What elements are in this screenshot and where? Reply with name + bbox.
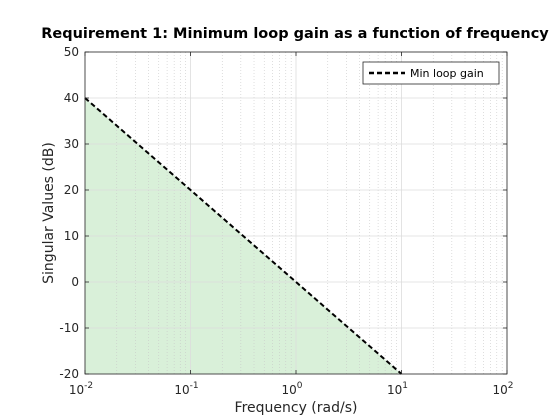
series-layer xyxy=(84,97,403,375)
y-tick-label: 40 xyxy=(64,91,79,105)
tick-layer: -20 -10 0 10 20 30 40 50 10-2 10-1 100 101 102 xyxy=(59,45,513,397)
y-tick-label: 0 xyxy=(71,275,79,289)
legend-label-min-loop-gain: Min loop gain xyxy=(410,67,484,80)
chart-title: Requirement 1: Minimum loop gain as a fu… xyxy=(41,26,549,42)
x-axis-label: Frequency (rad/s) xyxy=(235,400,358,416)
x-tick-label: 10-2 xyxy=(69,381,93,397)
legend-box xyxy=(362,61,500,85)
y-tick-label: 30 xyxy=(64,137,79,151)
x-tick-label: 101 xyxy=(387,381,408,397)
y-tick-label: 50 xyxy=(64,45,79,59)
y-tick-label: 10 xyxy=(64,229,79,243)
y-tick-label: 20 xyxy=(64,183,79,197)
y-tick-label: -10 xyxy=(59,321,79,335)
y-axis-label: Singular Values (dB) xyxy=(41,142,57,284)
x-tick-label: 10-1 xyxy=(174,381,198,397)
y-tick-label: -20 xyxy=(59,367,79,381)
legend: Min loop gain xyxy=(362,61,500,85)
series-line-min-loop-gain xyxy=(84,97,403,375)
x-tick-label: 100 xyxy=(281,381,302,397)
x-tick-label: 102 xyxy=(492,381,513,397)
